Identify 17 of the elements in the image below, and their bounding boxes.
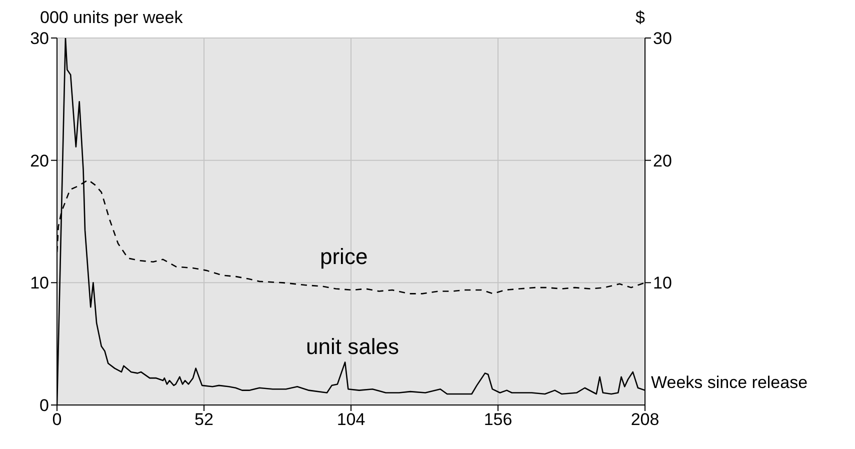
annotation: price [320, 244, 368, 270]
y-tick-label: 30 [30, 29, 49, 48]
y2-axis-title: $ [634, 8, 645, 28]
annotation: unit sales [306, 334, 399, 360]
x-axis-title: Weeks since release [651, 373, 808, 393]
x-tick-label: 208 [630, 410, 660, 430]
x-tick-label: 52 [194, 410, 214, 430]
y-tick-label: 0 [40, 396, 49, 416]
y2-tick-label: 20 [653, 151, 672, 170]
x-tick-label: 0 [52, 410, 62, 430]
y2-tick-label: 30 [653, 29, 672, 48]
y-axis-title: 000 units per week [40, 8, 183, 28]
x-tick-label: 104 [336, 410, 366, 430]
y2-tick-label: 10 [653, 274, 672, 293]
x-tick-label: 156 [484, 410, 512, 430]
y-tick-label: 10 [30, 274, 49, 293]
y-tick-label: 20 [30, 151, 49, 170]
